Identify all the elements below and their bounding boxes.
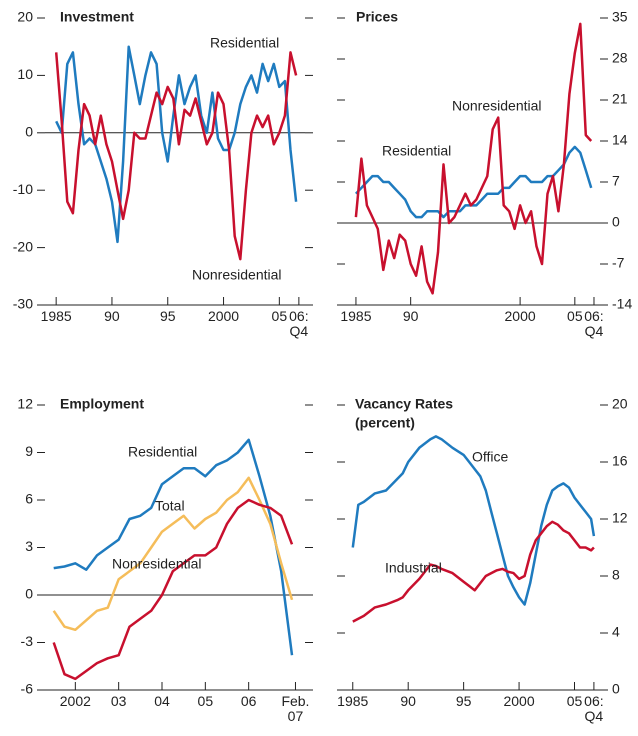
x-tick-label: 90 [104, 309, 120, 324]
x-tick-label: 2000 [504, 309, 536, 324]
x-tick-label-box: 95 [159, 309, 176, 324]
x-tick-label: 05 [567, 309, 583, 324]
y-tick-label: 0 [612, 214, 620, 230]
x-tick-label: 03 [110, 694, 127, 709]
x-tick-label-box: 03 [110, 694, 127, 709]
series-line [55, 45, 298, 244]
y-tick-label: -3 [21, 633, 34, 649]
chart-title: Prices [356, 9, 398, 25]
x-tick-label-box: 1985 [337, 694, 369, 709]
x-tick-label: 2000 [503, 694, 535, 709]
x-tick-label-box: 90 [402, 309, 419, 324]
series-line [354, 22, 593, 295]
y-tick-label: 20 [612, 396, 628, 412]
y-tick-label: 4 [612, 624, 620, 640]
series-label: Office [472, 449, 509, 465]
y-tick-label: -6 [21, 681, 34, 697]
y-tick-label: -10 [13, 181, 33, 197]
chart-title: Vacancy Rates [355, 396, 453, 412]
y-tick-label: 21 [612, 91, 628, 107]
y-tick-label: 0 [612, 681, 620, 697]
y-tick-label: -7 [612, 255, 625, 271]
series-line [352, 520, 595, 623]
series-label: Total [155, 498, 185, 514]
chart-subtitle: (percent) [355, 415, 415, 431]
x-tick-label-box: Feb. 07 [281, 694, 310, 724]
y-tick-label: 16 [612, 453, 628, 469]
y-tick-label: 14 [612, 132, 628, 148]
y-tick-label: -20 [13, 238, 33, 254]
y-tick-label: 6 [25, 491, 33, 507]
y-tick-label: 7 [612, 173, 620, 189]
x-tick-label: 05 [197, 694, 214, 709]
series-line [351, 435, 596, 606]
y-tick-label: 20 [17, 9, 33, 25]
y-tick-label: 12 [17, 396, 33, 412]
x-tick-label: 95 [455, 694, 472, 709]
x-tick-label: 05 [566, 694, 583, 709]
chart-title: Employment [60, 396, 144, 412]
x-tick-label-box: 90 [104, 309, 120, 324]
x-tick-label: 1985 [337, 694, 369, 709]
x-tick-label: 90 [400, 694, 416, 709]
x-tick-label: 05 [271, 309, 288, 324]
x-tick-label: 1985 [340, 309, 372, 324]
y-tick-label: 28 [612, 50, 628, 66]
x-tick-label-box: 06 [240, 694, 257, 709]
x-tick-label: 95 [159, 309, 176, 324]
x-tick-label: 06: Q4 [584, 309, 604, 339]
series-label: Residential [382, 143, 451, 159]
x-tick-label: 06 [240, 694, 257, 709]
x-tick-label: 06: Q4 [289, 309, 309, 339]
x-tick-label-box: 1985 [40, 309, 72, 324]
x-tick-label-box: 2000 [503, 694, 535, 709]
y-tick-label: -30 [13, 296, 33, 312]
y-tick-label: 0 [25, 586, 33, 602]
series-line [52, 476, 294, 632]
series-line [54, 51, 298, 261]
x-tick-label-box: 06: Q4 [584, 309, 604, 339]
x-tick-label: 06: Q4 [584, 694, 604, 724]
x-tick-label-box: 04 [154, 694, 170, 709]
x-tick-label-box: 05 [567, 309, 583, 324]
y-tick-label: 3 [25, 538, 33, 554]
x-tick-label-box: 2000 [504, 309, 536, 324]
x-tick-label: 2000 [207, 309, 240, 324]
series-line [52, 498, 294, 681]
y-tick-label: 8 [612, 567, 620, 583]
series-label: Residential [128, 444, 197, 460]
series-line [53, 438, 294, 656]
y-tick-label: 9 [25, 443, 33, 459]
y-tick-label: 10 [17, 66, 33, 82]
x-tick-label: 90 [402, 309, 419, 324]
x-tick-label-box: 05 [566, 694, 583, 709]
y-tick-label: 35 [612, 9, 628, 25]
x-tick-label: 1985 [40, 309, 72, 324]
x-tick-label-box: 90 [400, 694, 416, 709]
y-tick-label: -14 [612, 296, 632, 312]
y-tick-label: 0 [25, 124, 33, 140]
x-tick-label-box: 2002 [59, 694, 91, 709]
y-tick-label: 12 [612, 510, 628, 526]
x-tick-label-box: 1985 [340, 309, 372, 324]
x-tick-label: Feb. 07 [281, 694, 310, 724]
x-tick-label-box: 2000 [207, 309, 240, 324]
x-tick-label-box: 05 [197, 694, 214, 709]
chart-title: Investment [60, 9, 134, 25]
series-label: Nonresidential [452, 98, 542, 114]
series-label: Industrial [385, 560, 442, 576]
series-label: Nonresidential [192, 267, 282, 283]
x-tick-label-box: 06: Q4 [584, 694, 604, 724]
x-tick-label: 2002 [59, 694, 91, 709]
x-tick-label-box: 95 [455, 694, 472, 709]
series-label: Nonresidential [112, 556, 202, 572]
x-tick-label: 04 [154, 694, 170, 709]
x-tick-label-box: 06: Q4 [289, 309, 309, 339]
x-tick-label-box: 05 [271, 309, 288, 324]
series-label: Residential [210, 35, 279, 51]
